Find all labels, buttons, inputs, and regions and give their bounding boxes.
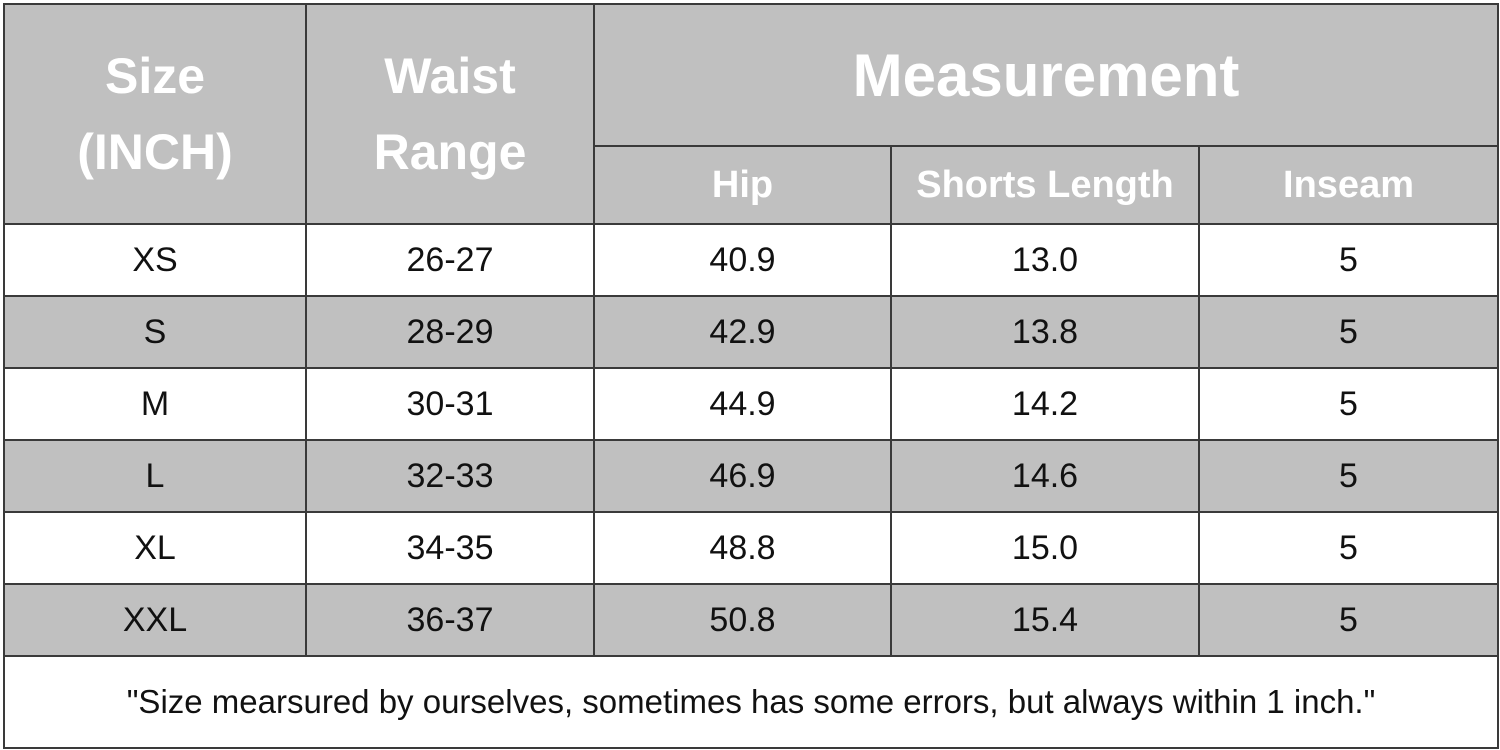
header-line: (INCH) (77, 124, 233, 180)
data-cell: 36-37 (305, 583, 595, 657)
subheader: Shorts Length (890, 145, 1200, 225)
data-cell: 48.8 (593, 511, 892, 585)
data-cell: 5 (1197, 583, 1500, 657)
subheader: Inseam (1197, 145, 1500, 225)
data-cell: XXL (3, 583, 307, 657)
header-line: Waist (384, 48, 516, 104)
data-cell: 5 (1197, 439, 1500, 513)
table-body: Size (INCH) Waist Range Measurement Hip … (2, 3, 1500, 749)
data-cell: 46.9 (593, 439, 892, 513)
waist-header: Waist Range (305, 3, 595, 225)
data-cell: 28-29 (305, 295, 595, 369)
data-cell: 34-35 (305, 511, 595, 585)
data-cell: 5 (1197, 511, 1500, 585)
data-cell: 50.8 (593, 583, 892, 657)
measurement-header: Measurement (592, 3, 1500, 147)
note-cell: "Size mearsured by ourselves, sometimes … (2, 655, 1500, 749)
data-row: XS 26-27 40.9 13.0 5 (3, 223, 1500, 297)
data-cell: S (3, 295, 307, 369)
subheader: Hip (593, 145, 892, 225)
data-cell: 14.6 (890, 439, 1200, 513)
data-cell: 40.9 (593, 223, 892, 297)
data-cell: XS (3, 223, 307, 297)
data-row: M 30-31 44.9 14.2 5 (3, 367, 1500, 441)
data-row: L 32-33 46.9 14.6 5 (3, 439, 1500, 513)
subheader-row: Hip Shorts Length Inseam (4, 145, 1500, 225)
data-cell: 15.0 (890, 511, 1200, 585)
note-row: "Size mearsured by ourselves, sometimes … (2, 655, 1500, 749)
data-cell: L (3, 439, 307, 513)
data-cell: 42.9 (593, 295, 892, 369)
data-cell: 30-31 (305, 367, 595, 441)
data-cell: 26-27 (305, 223, 595, 297)
size-table: Size (INCH) Waist Range Measurement Hip … (2, 3, 1500, 749)
size-header: Size (INCH) (3, 3, 307, 225)
header-row: Size (INCH) Waist Range Measurement (3, 3, 1500, 225)
data-row: XL 34-35 48.8 15.0 5 (3, 511, 1500, 585)
data-row: XXL 36-37 50.8 15.4 5 (3, 583, 1500, 657)
data-cell: 14.2 (890, 367, 1200, 441)
data-cell: XL (3, 511, 307, 585)
data-cell: 32-33 (305, 439, 595, 513)
data-cell: 5 (1197, 367, 1500, 441)
data-cell: M (3, 367, 307, 441)
data-cell: 15.4 (890, 583, 1200, 657)
data-cell: 5 (1197, 223, 1500, 297)
data-cell: 13.8 (890, 295, 1200, 369)
data-row: S 28-29 42.9 13.8 5 (3, 295, 1500, 369)
header-line: Size (104, 48, 206, 104)
data-cell: 5 (1197, 295, 1500, 369)
header-line: Range (373, 124, 527, 180)
data-cell: 13.0 (890, 223, 1200, 297)
data-cell: 44.9 (593, 367, 892, 441)
